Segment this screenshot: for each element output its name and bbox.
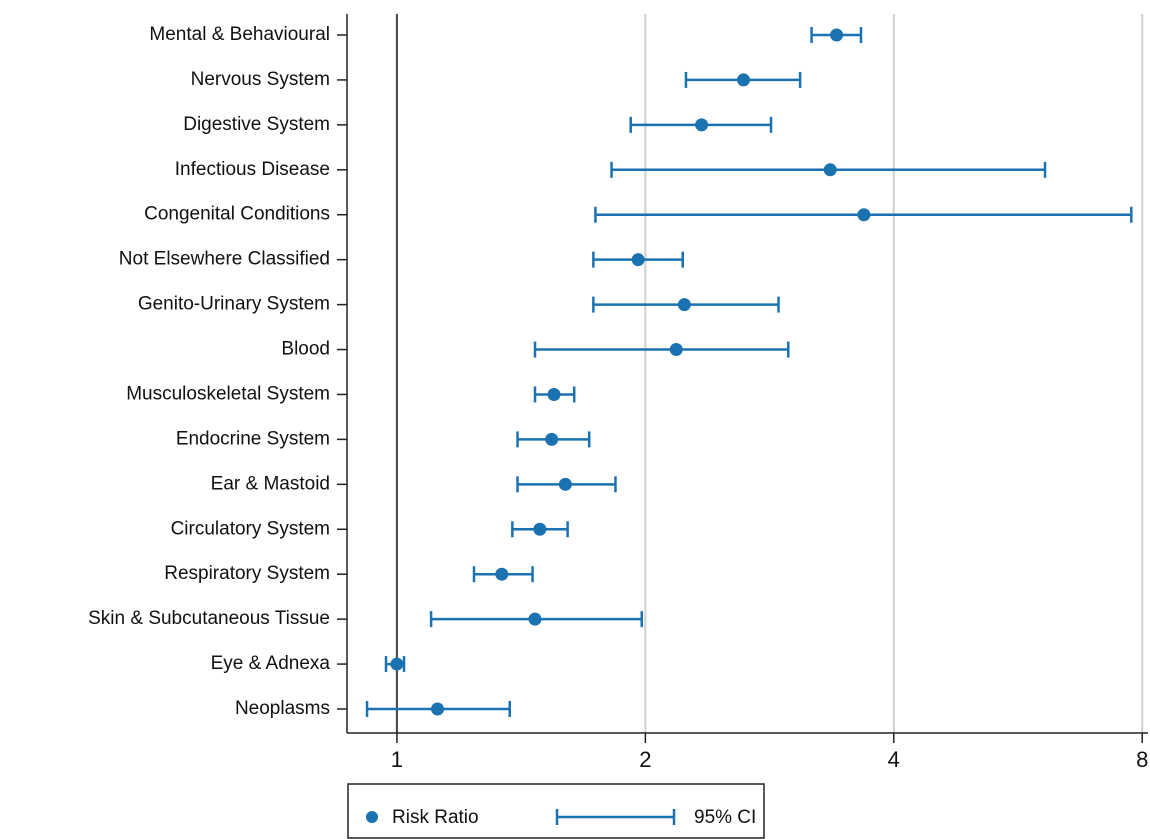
point	[431, 702, 445, 716]
x-tick-label: 2	[639, 747, 651, 772]
point	[547, 387, 561, 401]
point	[695, 118, 709, 132]
legend-marker	[366, 811, 378, 823]
point	[495, 567, 509, 581]
y-tick-label: Congenital Conditions	[144, 204, 330, 225]
y-tick-label: Musculoskeletal System	[126, 383, 330, 404]
y-tick-label: Infectious Disease	[175, 159, 330, 180]
y-tick-label: Ear & Mastoid	[211, 473, 330, 494]
y-tick-label: Not Elsewhere Classified	[119, 249, 330, 270]
point	[631, 253, 645, 267]
y-tick-label: Mental & Behavioural	[149, 24, 330, 45]
y-tick-label: Genito-Urinary System	[138, 294, 330, 315]
point	[528, 612, 542, 626]
y-tick-label: Endocrine System	[176, 428, 330, 449]
point	[677, 298, 691, 312]
point	[669, 343, 683, 357]
point	[533, 522, 547, 536]
point	[390, 657, 404, 671]
y-tick-label: Nervous System	[191, 69, 330, 90]
point	[857, 208, 871, 222]
y-tick-label: Digestive System	[183, 114, 330, 135]
legend-label: 95% CI	[694, 807, 756, 828]
point	[736, 73, 750, 87]
x-tick-label: 4	[888, 747, 900, 772]
x-tick-label: 1	[391, 747, 403, 772]
y-tick-label: Circulatory System	[171, 518, 330, 539]
y-tick-label: Blood	[281, 339, 330, 360]
legend-label: Risk Ratio	[392, 807, 479, 828]
y-tick-label: Eye & Adnexa	[211, 653, 331, 674]
point	[830, 28, 844, 42]
point	[558, 477, 572, 491]
point	[823, 163, 837, 177]
point	[545, 432, 559, 446]
y-tick-label: Skin & Subcutaneous Tissue	[88, 608, 330, 629]
y-tick-label: Neoplasms	[235, 698, 330, 719]
x-tick-label: 8	[1136, 747, 1148, 772]
y-tick-label: Respiratory System	[164, 563, 330, 584]
